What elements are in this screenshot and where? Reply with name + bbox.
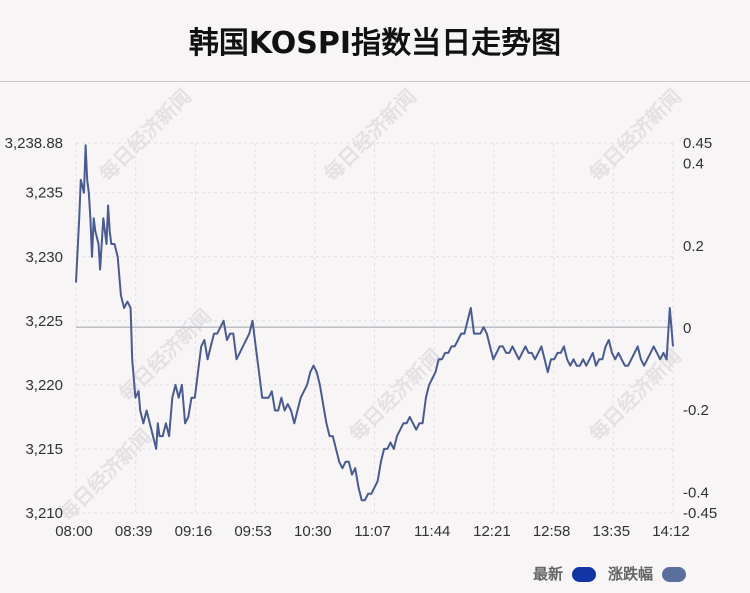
y-right-tick-label: -0.2 [683, 402, 709, 419]
watermark-text: 每日经济新闻 [584, 84, 686, 186]
x-tick-label: 12:21 [473, 523, 511, 540]
legend-change-label: 涨跌幅 [608, 565, 654, 583]
y-left-tick-label: 3,215 [25, 441, 63, 458]
x-tick-label: 11:44 [414, 523, 450, 540]
y-left-tick-label: 3,238.88 [5, 135, 63, 152]
x-tick-label: 08:39 [115, 523, 153, 540]
watermark-text: 每日经济新闻 [344, 344, 446, 446]
y-left-tick-label: 3,220 [25, 377, 63, 394]
y-right-tick-label: -0.4 [683, 484, 709, 501]
x-tick-label: 08:00 [55, 523, 93, 540]
x-tick-label: 09:16 [175, 523, 213, 540]
legend-latest: 最新 [533, 563, 597, 584]
y-right-tick-label: 0 [683, 320, 691, 337]
y-right-tick-label: 0.45 [683, 135, 712, 152]
legend-latest-swatch [572, 567, 597, 582]
watermark-text: 每日经济新闻 [94, 84, 196, 186]
x-tick-label: 10:30 [294, 523, 332, 540]
chart-title: 韩国KOSPI指数当日走势图 [188, 26, 562, 61]
series-line [75, 144, 674, 502]
title-divider [0, 81, 750, 82]
x-tick-label: 09:53 [234, 523, 272, 540]
y-right-tick-label: 0.4 [683, 156, 704, 173]
x-tick-label: 12:58 [533, 523, 571, 540]
y-left-tick-label: 3,210 [25, 505, 63, 522]
x-tick-label: 11:07 [354, 523, 390, 540]
x-tick-label: 13:35 [593, 523, 631, 540]
watermark-text: 每日经济新闻 [319, 84, 421, 186]
x-tick-label: 14:12 [652, 523, 690, 540]
y-left-tick-label: 3,235 [25, 185, 63, 202]
watermark-text: 每日经济新闻 [54, 424, 156, 526]
y-left-tick-label: 3,225 [25, 313, 63, 330]
legend-latest-label: 最新 [533, 565, 564, 583]
legend-change: 涨跌幅 [608, 563, 687, 584]
y-right-tick-label: 0.2 [683, 238, 704, 255]
legend-change-swatch [662, 567, 687, 582]
y-left-tick-label: 3,230 [25, 249, 63, 266]
y-right-tick-label: -0.45 [683, 505, 717, 522]
